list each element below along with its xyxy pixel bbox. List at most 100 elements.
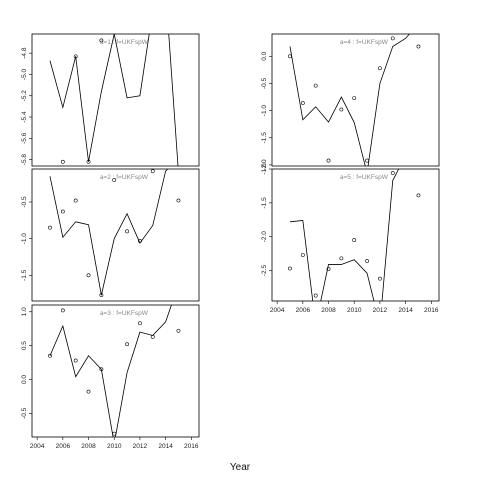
panel-strip-label: a=4 : f=UKFspW	[340, 39, 389, 46]
data-point	[339, 256, 344, 261]
panel-strip-label: a=5 : f=UKFspW	[340, 174, 389, 181]
data-point	[99, 367, 104, 372]
x-tick-label: 2012	[373, 307, 388, 314]
y-tick-label: -1.5	[261, 132, 268, 144]
series-line	[49, 305, 172, 437]
data-point	[390, 171, 395, 175]
x-tick-label: 2006	[56, 443, 71, 450]
data-point	[73, 198, 78, 203]
y-tick-label: -0.5	[21, 407, 28, 419]
x-tick-label: 2010	[107, 443, 122, 450]
x-tick-label: 2006	[296, 307, 311, 314]
data-point	[86, 159, 91, 164]
data-point	[416, 193, 421, 198]
panel-5: a=3 : f=UKFspW -0.5 0.0 0.5 1.0 2004 2006 2008 2…	[21, 304, 200, 450]
x-tick-label: 2014	[398, 307, 413, 314]
data-point	[365, 158, 369, 163]
panel-2: a=4 : f=UKFspW -2.0 -1.5 -1.0 -0.5 0.0	[261, 33, 440, 171]
data-point	[339, 107, 344, 112]
data-point	[73, 54, 78, 59]
data-point	[150, 334, 155, 339]
panel-frame	[271, 33, 440, 167]
y-tick-label: -1.0	[261, 163, 268, 175]
x-tick-label: 2014	[158, 443, 173, 450]
data-point	[352, 238, 357, 242]
series-line	[49, 169, 169, 296]
y-tick-label: 0.5	[21, 341, 28, 350]
y-tick-label: -4.8	[21, 47, 28, 59]
data-point	[138, 238, 142, 243]
data-point	[125, 342, 129, 347]
series-line	[289, 34, 410, 166]
data-point	[416, 44, 421, 49]
y-tick-label: -1.0	[261, 105, 268, 117]
series-line	[289, 169, 400, 301]
x-tick-label: 2016	[184, 443, 199, 450]
data-point	[176, 328, 181, 333]
data-point	[352, 96, 357, 101]
data-point	[86, 273, 91, 278]
y-tick-label: -1.5	[261, 197, 268, 209]
data-point	[48, 353, 52, 358]
panel-3: a=2 : f=UKFspW -1.5 -1.0 -0.5	[21, 168, 200, 302]
panel-strip-label: a=1 : f=UKFspW	[100, 39, 149, 46]
data-point	[112, 431, 117, 436]
data-point	[99, 38, 104, 43]
y-tick-label: -5.4	[21, 111, 28, 123]
data-point	[112, 178, 117, 182]
panel-frame	[31, 33, 200, 167]
panel-frame	[31, 168, 200, 302]
y-tick-label: 1.0	[21, 307, 28, 316]
data-point	[176, 198, 181, 203]
data-point	[60, 209, 65, 214]
data-point	[300, 101, 305, 105]
data-point	[390, 36, 395, 41]
data-point	[365, 259, 369, 263]
y-tick-label: -2.5	[261, 265, 268, 277]
series-line	[49, 34, 179, 166]
x-tick-label: 2008	[81, 443, 96, 450]
x-tick-label: 2004	[30, 443, 45, 450]
data-point	[378, 66, 382, 71]
x-tick-label: 2016	[424, 307, 439, 314]
panels-group: a=1 : f=UKFspW-5.8-5.6-5.4-5.2-5.0-4.8a=…	[21, 33, 440, 450]
y-tick-label: -5.0	[21, 68, 28, 80]
panel-strip-label: a=2 : f=UKFspW	[100, 174, 149, 181]
y-tick-label: -0.5	[261, 77, 268, 89]
y-tick-label: -5.8	[21, 154, 28, 166]
panel-1: a=1 : f=UKFspW -5.8 -5.6 -5.4 -5.2 -5.0 -4.8	[21, 33, 200, 167]
data-point	[313, 83, 318, 88]
y-tick-label: -0.5	[21, 196, 28, 208]
x-tick-label: 2008	[321, 307, 336, 314]
y-tick-label: -1.0	[21, 233, 28, 245]
y-tick-label: 0.0	[261, 51, 268, 60]
data-point	[288, 54, 292, 59]
y-tick-label: -5.2	[21, 90, 28, 102]
data-point	[60, 159, 65, 164]
x-tick-label: 2004	[270, 307, 285, 314]
data-point	[300, 253, 305, 257]
panel-4: a=5 : f=UKFspW -2.5 -2.0 -1.5 -1.0 2004 2006 20…	[261, 163, 440, 314]
panel-frame	[271, 168, 440, 302]
data-point	[326, 158, 331, 163]
data-point	[60, 308, 65, 313]
data-point	[86, 389, 91, 394]
y-tick-label: -2.0	[261, 231, 268, 243]
data-point	[288, 266, 292, 271]
data-point	[378, 276, 382, 281]
x-tick-label: 2010	[347, 307, 362, 314]
x-tick-label: 2012	[133, 443, 148, 450]
data-point	[326, 267, 331, 272]
panel-strip-label: a=3 : f=UKFspW	[100, 310, 149, 317]
y-tick-label: -5.6	[21, 132, 28, 144]
y-tick-label: -2.0	[261, 159, 268, 171]
data-point	[313, 293, 318, 298]
data-point	[138, 321, 142, 326]
data-point	[150, 169, 155, 174]
y-tick-label: -1.5	[21, 269, 28, 281]
data-point	[73, 358, 78, 363]
data-point	[99, 293, 104, 298]
data-point	[48, 225, 52, 230]
x-axis-label: Year	[230, 462, 251, 473]
